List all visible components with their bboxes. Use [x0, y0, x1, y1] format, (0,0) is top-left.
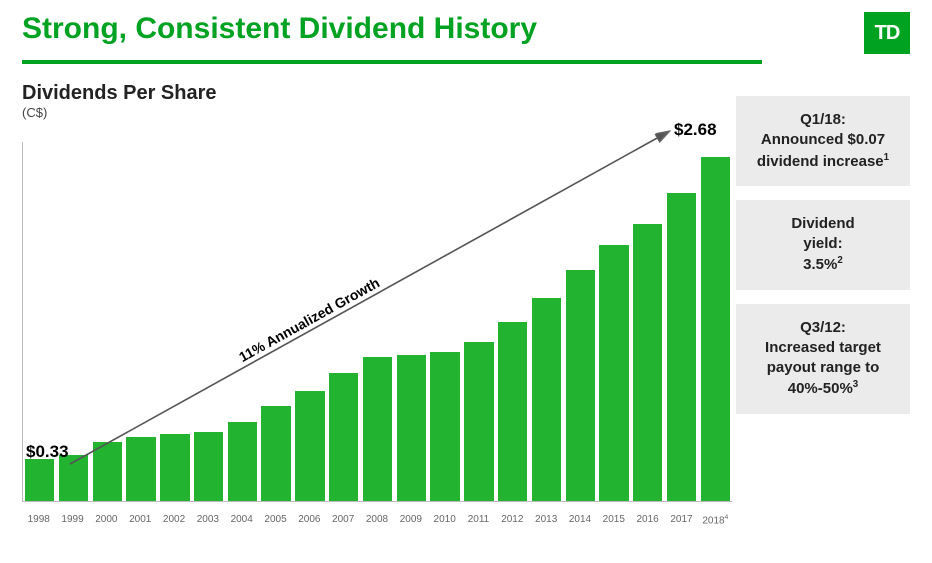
info-box: Q3/12:Increased targetpayout range to40%… [736, 304, 910, 414]
start-value-label: $0.33 [26, 442, 69, 462]
chart-subtitle: (C$) [22, 105, 736, 120]
page-title: Strong, Consistent Dividend History [22, 12, 537, 46]
end-value-label: $2.68 [674, 120, 717, 140]
chart-title: Dividends Per Share [22, 82, 736, 105]
info-box: Q1/18:Announced $0.07dividend increase1 [736, 96, 910, 186]
chart-column: Dividends Per Share (C$) 199819992000200… [22, 82, 736, 526]
td-logo: TD [864, 12, 910, 54]
info-box: Dividendyield:3.5%2 [736, 200, 910, 290]
side-column: Q1/18:Announced $0.07dividend increase1 D… [736, 82, 910, 526]
growth-arrow [22, 126, 732, 526]
chart-area: 1998199920002001200220032004200520062007… [22, 126, 732, 526]
